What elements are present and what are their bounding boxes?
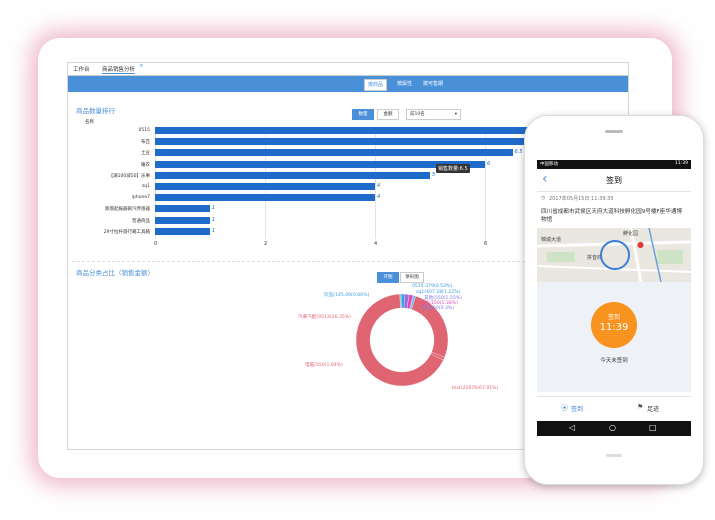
bar[interactable] [155, 171, 430, 179]
phone-title: 签到 [606, 176, 622, 185]
home-indicator [606, 454, 622, 457]
y-category-label: 0515 [138, 128, 150, 133]
map-label-road: 锦城大道 [541, 237, 562, 243]
status-bar: 中国移动 11:39 [537, 160, 691, 169]
grid-line [375, 127, 376, 239]
bar-value-label: 4 [377, 183, 381, 189]
tab-workbench[interactable]: 工作台 [73, 67, 90, 73]
tab-by-product[interactable]: 按商品 [364, 79, 388, 91]
donut-slice-label: 饮品(145.00(0.66%) [324, 293, 370, 298]
tab-sales-analysis[interactable]: 商品销售分析 [102, 67, 136, 74]
bottom-nav: ⦿ 签到 ⚑ 足迹 [537, 396, 691, 421]
donut-slice-label: 汽車汽配(9513(26.35%) [298, 315, 351, 320]
today-status: 今天未签到 [600, 358, 628, 364]
tab-by-category[interactable]: 按属性 [397, 81, 413, 87]
android-nav-bar: ◁ ○ □ [537, 421, 691, 436]
bar[interactable] [155, 183, 375, 190]
bar[interactable] [155, 194, 375, 202]
donut-slice-label: 0515:379(0.53%) [412, 284, 453, 289]
donut-slice-label: 土豆(150(1.38%) [420, 301, 458, 306]
donut-chart [355, 293, 449, 387]
y-category-label: 普通商品 [132, 218, 150, 224]
y-category-label: 土豆 [141, 151, 150, 157]
donut-slice[interactable] [355, 293, 444, 387]
pie-chart-button[interactable]: 饼形图 [400, 272, 424, 283]
top-n-value: 前10名 [410, 112, 425, 117]
back-icon[interactable]: ‹ [542, 171, 548, 187]
checkin-button-label: 签到 [607, 314, 620, 321]
top-n-select[interactable]: 前10名 ▾ [406, 109, 461, 120]
y-category-label: 【满100减50】乐事 [108, 173, 150, 179]
checkin-area: 签到 11:39 今天未签到 [537, 282, 691, 392]
close-icon[interactable]: × [139, 63, 144, 69]
bar-value-label: 6 [487, 160, 491, 167]
address-text: 四川省成都市武侯区天府大道科技孵化园9号楼F座华通博物馆 [541, 209, 683, 223]
nav-checkin[interactable]: 签到 [571, 406, 584, 413]
phone-header: ‹ 签到 [537, 169, 691, 192]
location-icon: ⦿ [561, 404, 568, 412]
bar[interactable] [155, 138, 540, 146]
map-view[interactable]: 孵化园 锦城大道 拼音商 ● [537, 228, 691, 282]
carrier-label: 中国移动 [540, 162, 558, 167]
phone-device: 中国移动 11:39 ‹ 签到 ◷ 2017年05月15日 11:39:35 四… [524, 115, 704, 485]
phone-screen: 中国移动 11:39 ‹ 签到 ◷ 2017年05月15日 11:39:35 四… [537, 160, 691, 436]
x-tick-label: 6 [484, 241, 488, 247]
recent-square-icon[interactable]: □ [649, 423, 657, 432]
toolbar: 按商品 按属性 按可售期 [68, 76, 628, 92]
y-category-label: 跌落起报器碗汽传感器 [105, 207, 150, 213]
tab-bar: 工作台 商品销售分析 × [68, 63, 628, 76]
checkin-datetime: 2017年05月15日 11:39:35 [549, 196, 614, 202]
speaker [605, 130, 623, 133]
tab-by-period[interactable]: 按可售期 [423, 81, 444, 87]
bar[interactable] [155, 227, 210, 235]
clock-label: 11:39 [675, 161, 688, 166]
share-title: 商品分类占比（销售金额） [76, 269, 154, 277]
ring-chart-button[interactable]: 环图 [377, 272, 399, 283]
donut-slice-label: zq1(407.28(1.22%) [416, 290, 461, 295]
map-pin-icon: ● [637, 240, 644, 249]
donut-slice-label: test(22676(67.01%) [452, 386, 499, 391]
y-category-label: iphone7 [131, 195, 150, 201]
y-category-label: zq1 [141, 184, 150, 189]
bar-value-label: 1 [212, 205, 216, 212]
y-axis-label: 名称 [85, 120, 94, 125]
donut-slice-label: 玩具(60(0.3%) [422, 306, 455, 311]
footprint-icon: ⚑ [637, 403, 644, 411]
donut-slice-label: 电脑(550(1.04%) [305, 363, 343, 368]
map-label-incubator: 孵化园 [623, 231, 639, 237]
bar[interactable] [155, 127, 540, 134]
x-tick-label: 0 [154, 241, 158, 247]
bar[interactable] [155, 205, 210, 213]
rank-title: 商品数量排行 [76, 107, 115, 115]
home-circle-icon[interactable]: ○ [609, 423, 616, 432]
bar-value-label: 6.5 [514, 149, 523, 156]
grid-line [485, 127, 486, 239]
qty-button[interactable]: 数量 [352, 109, 374, 120]
chart-tooltip: 销售数量:6.5 [436, 164, 470, 173]
bar-value-label: 5 [432, 171, 436, 178]
chevron-down-icon: ▾ [454, 112, 457, 117]
bar-value-label: 1 [212, 216, 216, 223]
x-tick-label: 4 [374, 241, 378, 247]
location-accuracy-ring [600, 240, 630, 270]
amount-button[interactable]: 金额 [377, 109, 399, 120]
clock-icon: ◷ [541, 195, 546, 201]
y-category-label: 布匹 [141, 140, 150, 146]
nav-track[interactable]: 足迹 [647, 406, 660, 413]
map-label-poi: 拼音商 [587, 255, 603, 261]
bar[interactable] [155, 216, 210, 224]
bar-value-label: 4 [377, 194, 381, 201]
donut-slice-label: 其他(550(1.55%) [424, 296, 462, 301]
bar[interactable] [155, 149, 513, 157]
back-triangle-icon[interactable]: ◁ [569, 423, 576, 432]
bar[interactable] [155, 160, 485, 168]
checkin-button-time: 11:39 [599, 322, 629, 333]
y-category-label: 睡衣 [141, 162, 150, 168]
checkin-button[interactable]: 签到 11:39 [591, 302, 637, 348]
x-tick-label: 2 [264, 241, 268, 247]
y-category-label: 29寸拉杆旅行箱工具箱 [103, 229, 150, 235]
bar-value-label: 1 [212, 227, 216, 234]
